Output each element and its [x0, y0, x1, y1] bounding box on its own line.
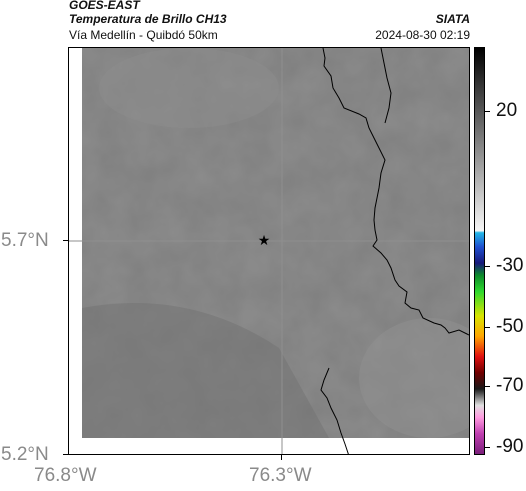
- imagery-light-zone-north: [99, 48, 279, 128]
- colorbar-label: 20: [496, 100, 518, 121]
- river-line: [320, 367, 349, 454]
- colorbar-tick: [485, 447, 490, 448]
- colorbar-label: -30: [496, 255, 524, 276]
- temperature-colorbar: [474, 47, 485, 455]
- colorbar-label: -70: [496, 375, 524, 396]
- organization-label: SIATA: [435, 12, 470, 26]
- colorbar-tick: [485, 386, 490, 387]
- product-title: Temperatura de Brillo CH13: [69, 12, 227, 26]
- colorbar-tick: [485, 327, 490, 328]
- y-tick-mark: [63, 454, 68, 455]
- x-tick-label: 76.3°W: [249, 465, 312, 486]
- colorbar-tick: [485, 111, 490, 112]
- colorbar-tick: [485, 266, 490, 267]
- coastline: [322, 48, 469, 336]
- x-tick-label: 76.8°W: [34, 465, 97, 486]
- map-canvas: ★: [69, 48, 469, 454]
- imagery-light-zone-east: [359, 318, 469, 438]
- x-tick-mark: [281, 455, 282, 460]
- datetime-label: 2024-08-30 02:19: [375, 28, 470, 42]
- satellite-title: GOES-EAST: [69, 0, 140, 12]
- star-icon: ★: [258, 233, 271, 249]
- y-tick-label: 5.7°N: [1, 230, 49, 251]
- y-tick-label: 5.2°N: [1, 444, 49, 465]
- imagery-dark-zone: [82, 303, 329, 438]
- colorbar-label: -50: [496, 316, 524, 337]
- border-line: [380, 48, 392, 124]
- y-tick-mark: [63, 240, 68, 241]
- satellite-map[interactable]: ★: [68, 47, 470, 455]
- route-subtitle: Vía Medellín - Quibdó 50km: [69, 28, 218, 42]
- colorbar-label: -90: [496, 436, 524, 457]
